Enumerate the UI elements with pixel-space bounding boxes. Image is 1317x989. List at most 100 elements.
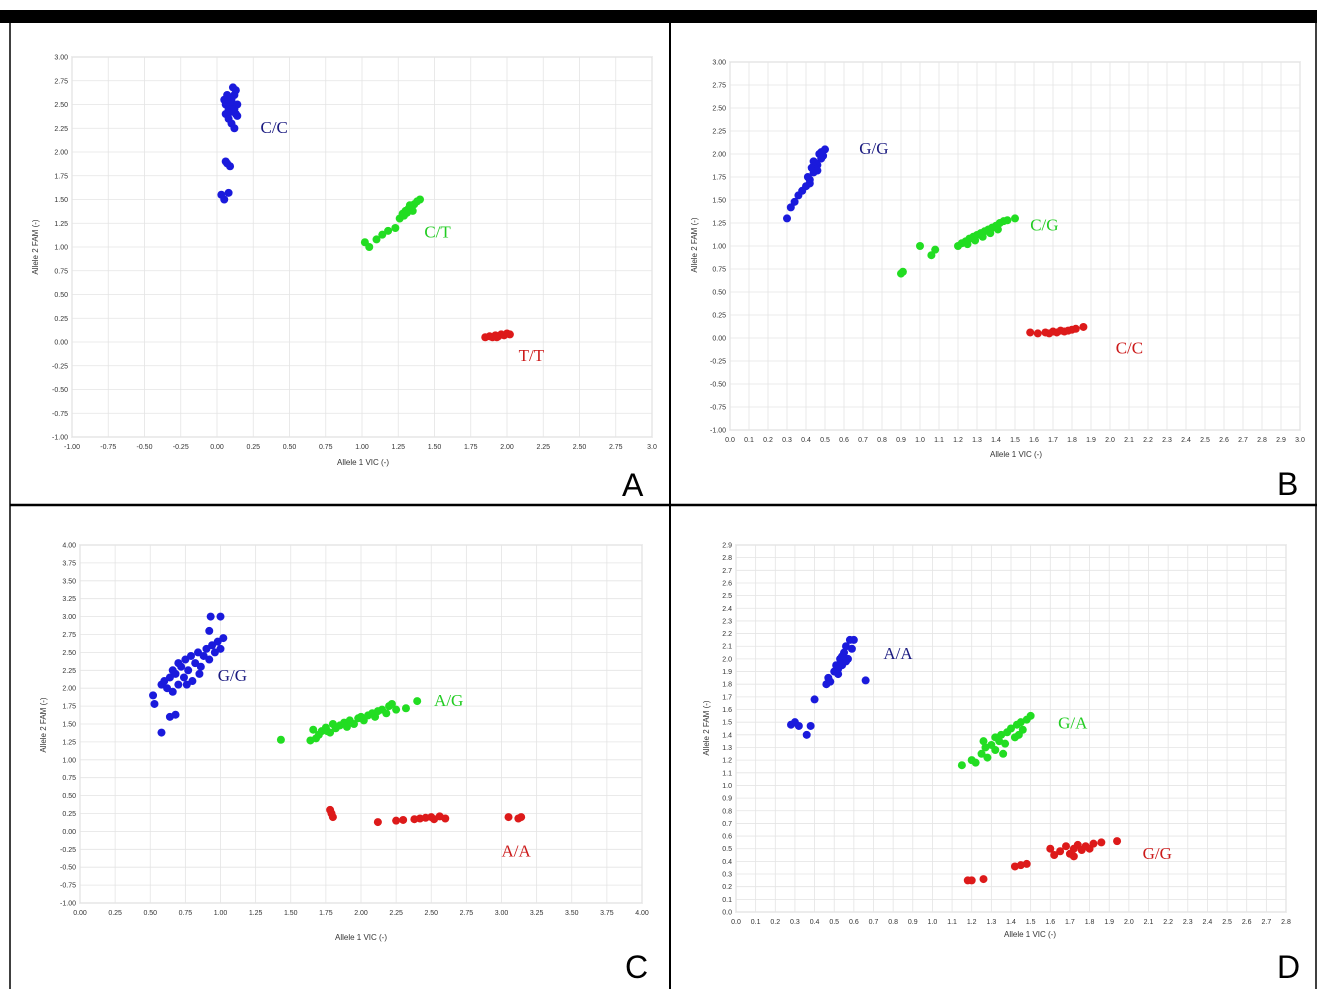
x-tick-label: 0.5 (820, 437, 830, 444)
data-point (1026, 328, 1035, 337)
data-point (803, 173, 812, 181)
data-point (182, 680, 191, 689)
x-tick-label: 1.0 (915, 437, 925, 444)
y-tick-label: 1.50 (712, 198, 726, 205)
x-tick-label: 3.25 (530, 910, 544, 917)
x-tick-label: 0.7 (869, 919, 879, 926)
data-point (149, 691, 158, 700)
x-tick-label: 1.1 (934, 437, 944, 444)
x-tick-label: 0.00 (73, 910, 87, 917)
data-point (971, 758, 980, 767)
chart-panel-b: 0.0 0.1 0.2 0.3 0.4 0.5 0.6 0.7 0.8 0.9 1.0 1.1 1.2 1… (690, 40, 1310, 502)
x-tick-label: 1.8 (1085, 919, 1095, 926)
data-point (401, 704, 410, 713)
x-tick-label: 0.3 (790, 919, 800, 926)
data-point (993, 225, 1002, 234)
data-point (517, 813, 526, 822)
cluster-label: G/A (1058, 714, 1088, 733)
data-point (979, 875, 988, 884)
data-point (1046, 844, 1055, 853)
x-tick-label: 0.50 (143, 910, 157, 917)
x-tick-label: 0.4 (810, 919, 820, 926)
y-tick-label: -0.25 (60, 847, 76, 854)
y-tick-label: 3.00 (62, 614, 76, 621)
x-tick-label: 1.3 (972, 437, 982, 444)
data-point (230, 105, 239, 114)
series-g-g (149, 612, 228, 737)
x-tick-label: 0.9 (908, 919, 918, 926)
x-tick-label: 0.50 (283, 444, 297, 451)
data-point (971, 236, 980, 245)
y-tick-label: 1.9 (722, 669, 732, 676)
data-point (1056, 847, 1065, 856)
y-tick-label: 2.00 (54, 150, 68, 157)
data-point (365, 243, 374, 251)
data-point (986, 229, 995, 238)
data-point (861, 676, 870, 685)
data-point (979, 737, 988, 746)
data-point (826, 677, 835, 686)
y-tick-label: 1.00 (712, 244, 726, 251)
data-point (1011, 214, 1019, 223)
x-tick-label: 2.00 (500, 444, 514, 451)
y-tick-label: 1.25 (54, 221, 68, 228)
x-tick-label: 2.50 (424, 910, 438, 917)
data-point (168, 687, 177, 696)
data-point (179, 673, 188, 682)
data-point (378, 230, 387, 239)
data-point (342, 722, 351, 731)
x-tick-label: 0.0 (725, 437, 735, 444)
x-tick-label: 2.4 (1181, 437, 1191, 444)
series-g-a (957, 711, 1035, 770)
data-point (849, 635, 858, 644)
y-tick-label: 0.3 (722, 872, 732, 879)
y-tick-label: -0.50 (60, 865, 76, 872)
chart-panel-a: -1.00 -0.75 -0.50 -0.25 0.00 0.25 0.50 0.75 1.00… (30, 45, 657, 503)
data-point (1062, 842, 1070, 851)
x-tick-label: 0.5 (829, 919, 839, 926)
data-point (813, 166, 822, 175)
data-point (391, 224, 400, 232)
x-tick-label: 2.4 (1203, 919, 1213, 926)
y-tick-label: 4.00 (62, 543, 76, 550)
x-tick-label: 2.25 (536, 444, 550, 451)
y-tick-label: 2.6 (722, 580, 732, 587)
x-tick-label: 2.5 (1222, 919, 1232, 926)
y-tick-label: 0.00 (62, 829, 76, 836)
x-tick-label: 4.00 (635, 910, 649, 917)
y-tick-label: 0.5 (722, 846, 732, 853)
x-tick-label: 2.9 (1276, 437, 1286, 444)
x-tick-label: 2.2 (1163, 919, 1173, 926)
data-point (983, 753, 992, 762)
x-tick-label: 0.6 (839, 437, 849, 444)
data-point (991, 746, 1000, 755)
x-tick-label: 2.7 (1261, 919, 1271, 926)
x-tick-label: -0.75 (100, 444, 116, 451)
x-tick-label: 2.2 (1143, 437, 1153, 444)
data-point (1026, 711, 1035, 720)
x-axis-label: Allele 1 VIC (-) (337, 458, 389, 467)
y-tick-label: 2.4 (722, 606, 732, 613)
y-tick-label: 2.50 (54, 102, 68, 109)
x-tick-label: 2.5 (1200, 437, 1210, 444)
x-tick-label: 1.5 (1026, 919, 1036, 926)
y-tick-label: 2.3 (722, 618, 732, 625)
x-tick-label: 1.7 (1048, 437, 1058, 444)
data-point (219, 634, 228, 643)
y-tick-label: 0.6 (722, 834, 732, 841)
x-tick-label: 1.4 (1006, 919, 1016, 926)
x-tick-label: 1.1 (947, 919, 957, 926)
x-tick-label: 0.25 (108, 910, 122, 917)
y-tick-label: -0.25 (52, 363, 68, 370)
x-tick-label: 2.1 (1124, 437, 1134, 444)
x-tick-label: 1.6 (1029, 437, 1039, 444)
cluster-label: A/G (434, 691, 463, 710)
y-tick-label: 2.25 (62, 668, 76, 675)
data-point (1014, 730, 1023, 739)
x-tick-label: 0.75 (179, 910, 193, 917)
y-tick-label: 0.0 (722, 910, 732, 917)
x-tick-label: 2.6 (1242, 919, 1252, 926)
data-point (1097, 838, 1106, 847)
series-a-a (787, 635, 870, 739)
data-point (957, 761, 966, 770)
